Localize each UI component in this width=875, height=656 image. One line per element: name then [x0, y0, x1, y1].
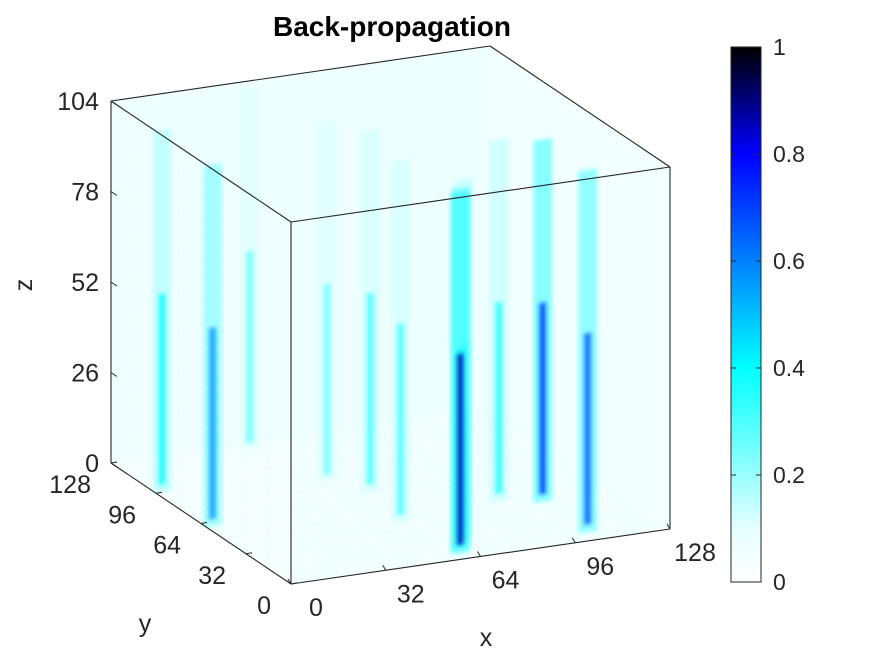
colorbar-tick-label: 0.8 [773, 141, 805, 167]
chart-title: Back-propagation [273, 11, 511, 42]
colorbar-tick-label: 1 [773, 34, 786, 60]
y-tick-label: 0 [257, 592, 271, 620]
box-edge [290, 166, 671, 223]
colorbar-tick-label: 0.4 [773, 355, 805, 381]
y-axis-label: y [139, 610, 152, 638]
volume-column [203, 163, 222, 528]
volume-column [360, 128, 380, 494]
volume-column [152, 129, 172, 494]
volume-column [578, 168, 598, 534]
box-edge [110, 100, 292, 223]
colorbar-scale [730, 46, 762, 583]
z-tick-label: 26 [71, 360, 99, 388]
colorbar-tick-label: 0.6 [773, 248, 805, 274]
volume-column [240, 86, 260, 452]
z-tick-label: 78 [71, 179, 99, 207]
x-tick-label: 128 [674, 539, 716, 567]
z-tick-label: 52 [71, 269, 99, 297]
z-tick-label: 0 [85, 450, 99, 478]
colorbar: 0 0.2 0.4 0.6 0.8 1 [730, 34, 805, 595]
x-axis-label: x [480, 624, 493, 652]
z-axis-label: z [10, 279, 38, 292]
x-tick-label: 96 [586, 553, 614, 581]
z-tick-label: 104 [57, 88, 99, 116]
y-tick-label: 128 [49, 471, 91, 499]
y-tick-label: 32 [198, 562, 226, 590]
volume-column [533, 138, 553, 503]
volume-rendering [110, 46, 671, 585]
volume-column [450, 189, 470, 554]
volume-column [489, 137, 509, 503]
volume-column [391, 158, 410, 524]
box-edge [110, 45, 491, 102]
volume-front-face [291, 167, 670, 584]
x-tick-label: 0 [309, 594, 323, 622]
box-edge [489, 45, 671, 168]
y-tick-label: 64 [153, 532, 181, 560]
x-tick-label: 32 [397, 580, 425, 608]
volume-column [317, 118, 337, 484]
colorbar-tick-label: 0.2 [773, 462, 805, 488]
colorbar-tick-label: 0 [773, 569, 786, 595]
y-tick-label: 96 [108, 501, 136, 529]
x-tick-label: 64 [492, 567, 520, 595]
